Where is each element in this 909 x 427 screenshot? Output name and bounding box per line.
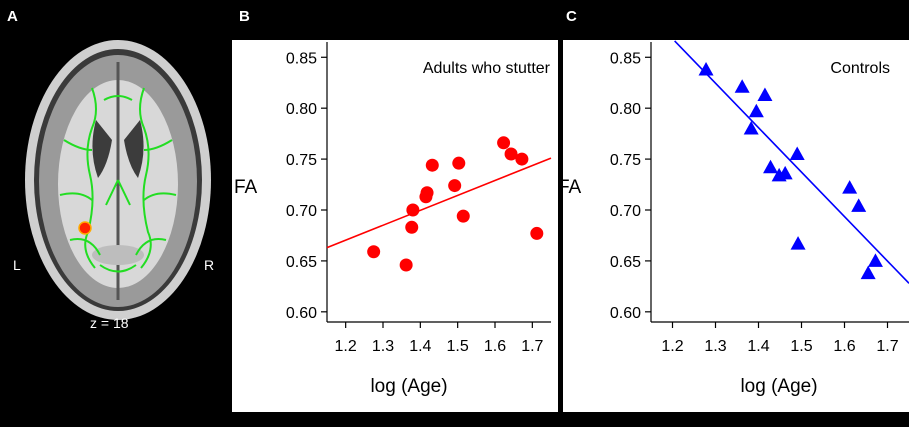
tract-skeleton	[59, 87, 177, 273]
data-point-circle	[530, 226, 544, 240]
data-point-circle	[425, 158, 439, 172]
x-tick-label: 1.5	[790, 338, 812, 355]
y-tick-label: 0.75	[610, 152, 641, 169]
data-point-triangle	[757, 87, 773, 101]
chart-controls: FA log (Age) Controls 0.60 0.65 0.70 0.75 0.…	[558, 40, 909, 397]
panel-letter-b: B	[239, 8, 250, 25]
data-point-circle	[452, 156, 466, 170]
x-tick-label: 1.3	[704, 338, 726, 355]
data-point-circle	[456, 209, 470, 223]
y-tick-label: 0.70	[286, 203, 317, 220]
y-tick-label: 0.60	[286, 305, 317, 322]
y-tick-label: 0.65	[610, 254, 641, 271]
ventricle-left	[92, 120, 112, 178]
x-tick-label: 1.2	[335, 338, 357, 355]
splenium	[92, 245, 144, 265]
data-point-triangle	[698, 61, 714, 76]
data-point-triangle	[842, 180, 858, 194]
y-tick-label: 0.85	[610, 50, 641, 67]
y-axis-label: FA	[558, 177, 582, 198]
panel-letter-a: A	[7, 8, 18, 25]
significant-cluster	[78, 221, 92, 235]
brain-slice-panel: L R z = 18	[0, 0, 232, 422]
data-point-circle	[406, 203, 420, 217]
data-point-circle	[504, 147, 518, 161]
data-point-triangle	[860, 265, 876, 280]
data-point-triangle	[743, 121, 759, 135]
x-tick-label: 1.7	[876, 338, 898, 355]
data-point-triangle	[763, 159, 779, 174]
ventricle-right	[124, 120, 144, 178]
regression-line	[674, 40, 909, 284]
data-point-triangle	[748, 103, 764, 118]
chart-adults-who-stutter: FA log (Age) Adults who stutter 0.60 0.65…	[234, 42, 552, 397]
panel-letter-c: C	[566, 8, 577, 25]
data-point-circle	[405, 220, 419, 234]
brain-slice	[25, 40, 211, 320]
data-point-circle	[497, 136, 511, 150]
data-point-circle	[515, 152, 529, 166]
x-tick-label: 1.4	[747, 338, 769, 355]
x-tick-label: 1.4	[409, 338, 431, 355]
y-tick-label: 0.60	[610, 305, 641, 322]
chart-title: Adults who stutter	[423, 60, 551, 77]
y-tick-label: 0.85	[286, 50, 317, 67]
x-axis-label: log (Age)	[370, 376, 447, 397]
data-point-circle	[448, 179, 462, 193]
data-point-circle	[367, 245, 381, 259]
y-tick-label: 0.70	[610, 203, 641, 220]
brain-slice-image: L R z = 18	[0, 0, 232, 422]
regression-line	[326, 157, 552, 249]
x-tick-label: 1.2	[661, 338, 683, 355]
left-hemisphere-label: L	[13, 257, 21, 273]
right-hemisphere-label: R	[204, 257, 214, 273]
y-tick-label: 0.75	[286, 152, 317, 169]
x-tick-label: 1.3	[372, 338, 394, 355]
data-point-triangle	[734, 79, 750, 93]
y-tick-label: 0.65	[286, 254, 317, 271]
data-point-circle	[399, 258, 413, 272]
y-tick-label: 0.80	[610, 101, 641, 118]
plots-background	[232, 40, 909, 412]
x-axis-label: log (Age)	[740, 376, 817, 397]
x-tick-label: 1.7	[521, 338, 543, 355]
y-tick-label: 0.80	[286, 101, 317, 118]
data-point-triangle	[789, 146, 805, 160]
data-point-circle	[420, 186, 434, 200]
x-tick-label: 1.5	[447, 338, 469, 355]
data-point-triangle	[790, 236, 806, 250]
x-tick-label: 1.6	[833, 338, 855, 355]
slice-coordinate-label: z = 18	[90, 315, 129, 331]
panel-divider	[558, 30, 563, 412]
data-point-triangle	[851, 198, 867, 212]
data-point-triangle	[777, 165, 793, 180]
data-point-triangle	[867, 253, 883, 267]
x-tick-label: 1.6	[484, 338, 506, 355]
chart-title: Controls	[830, 60, 890, 77]
y-axis-label: FA	[234, 177, 258, 198]
